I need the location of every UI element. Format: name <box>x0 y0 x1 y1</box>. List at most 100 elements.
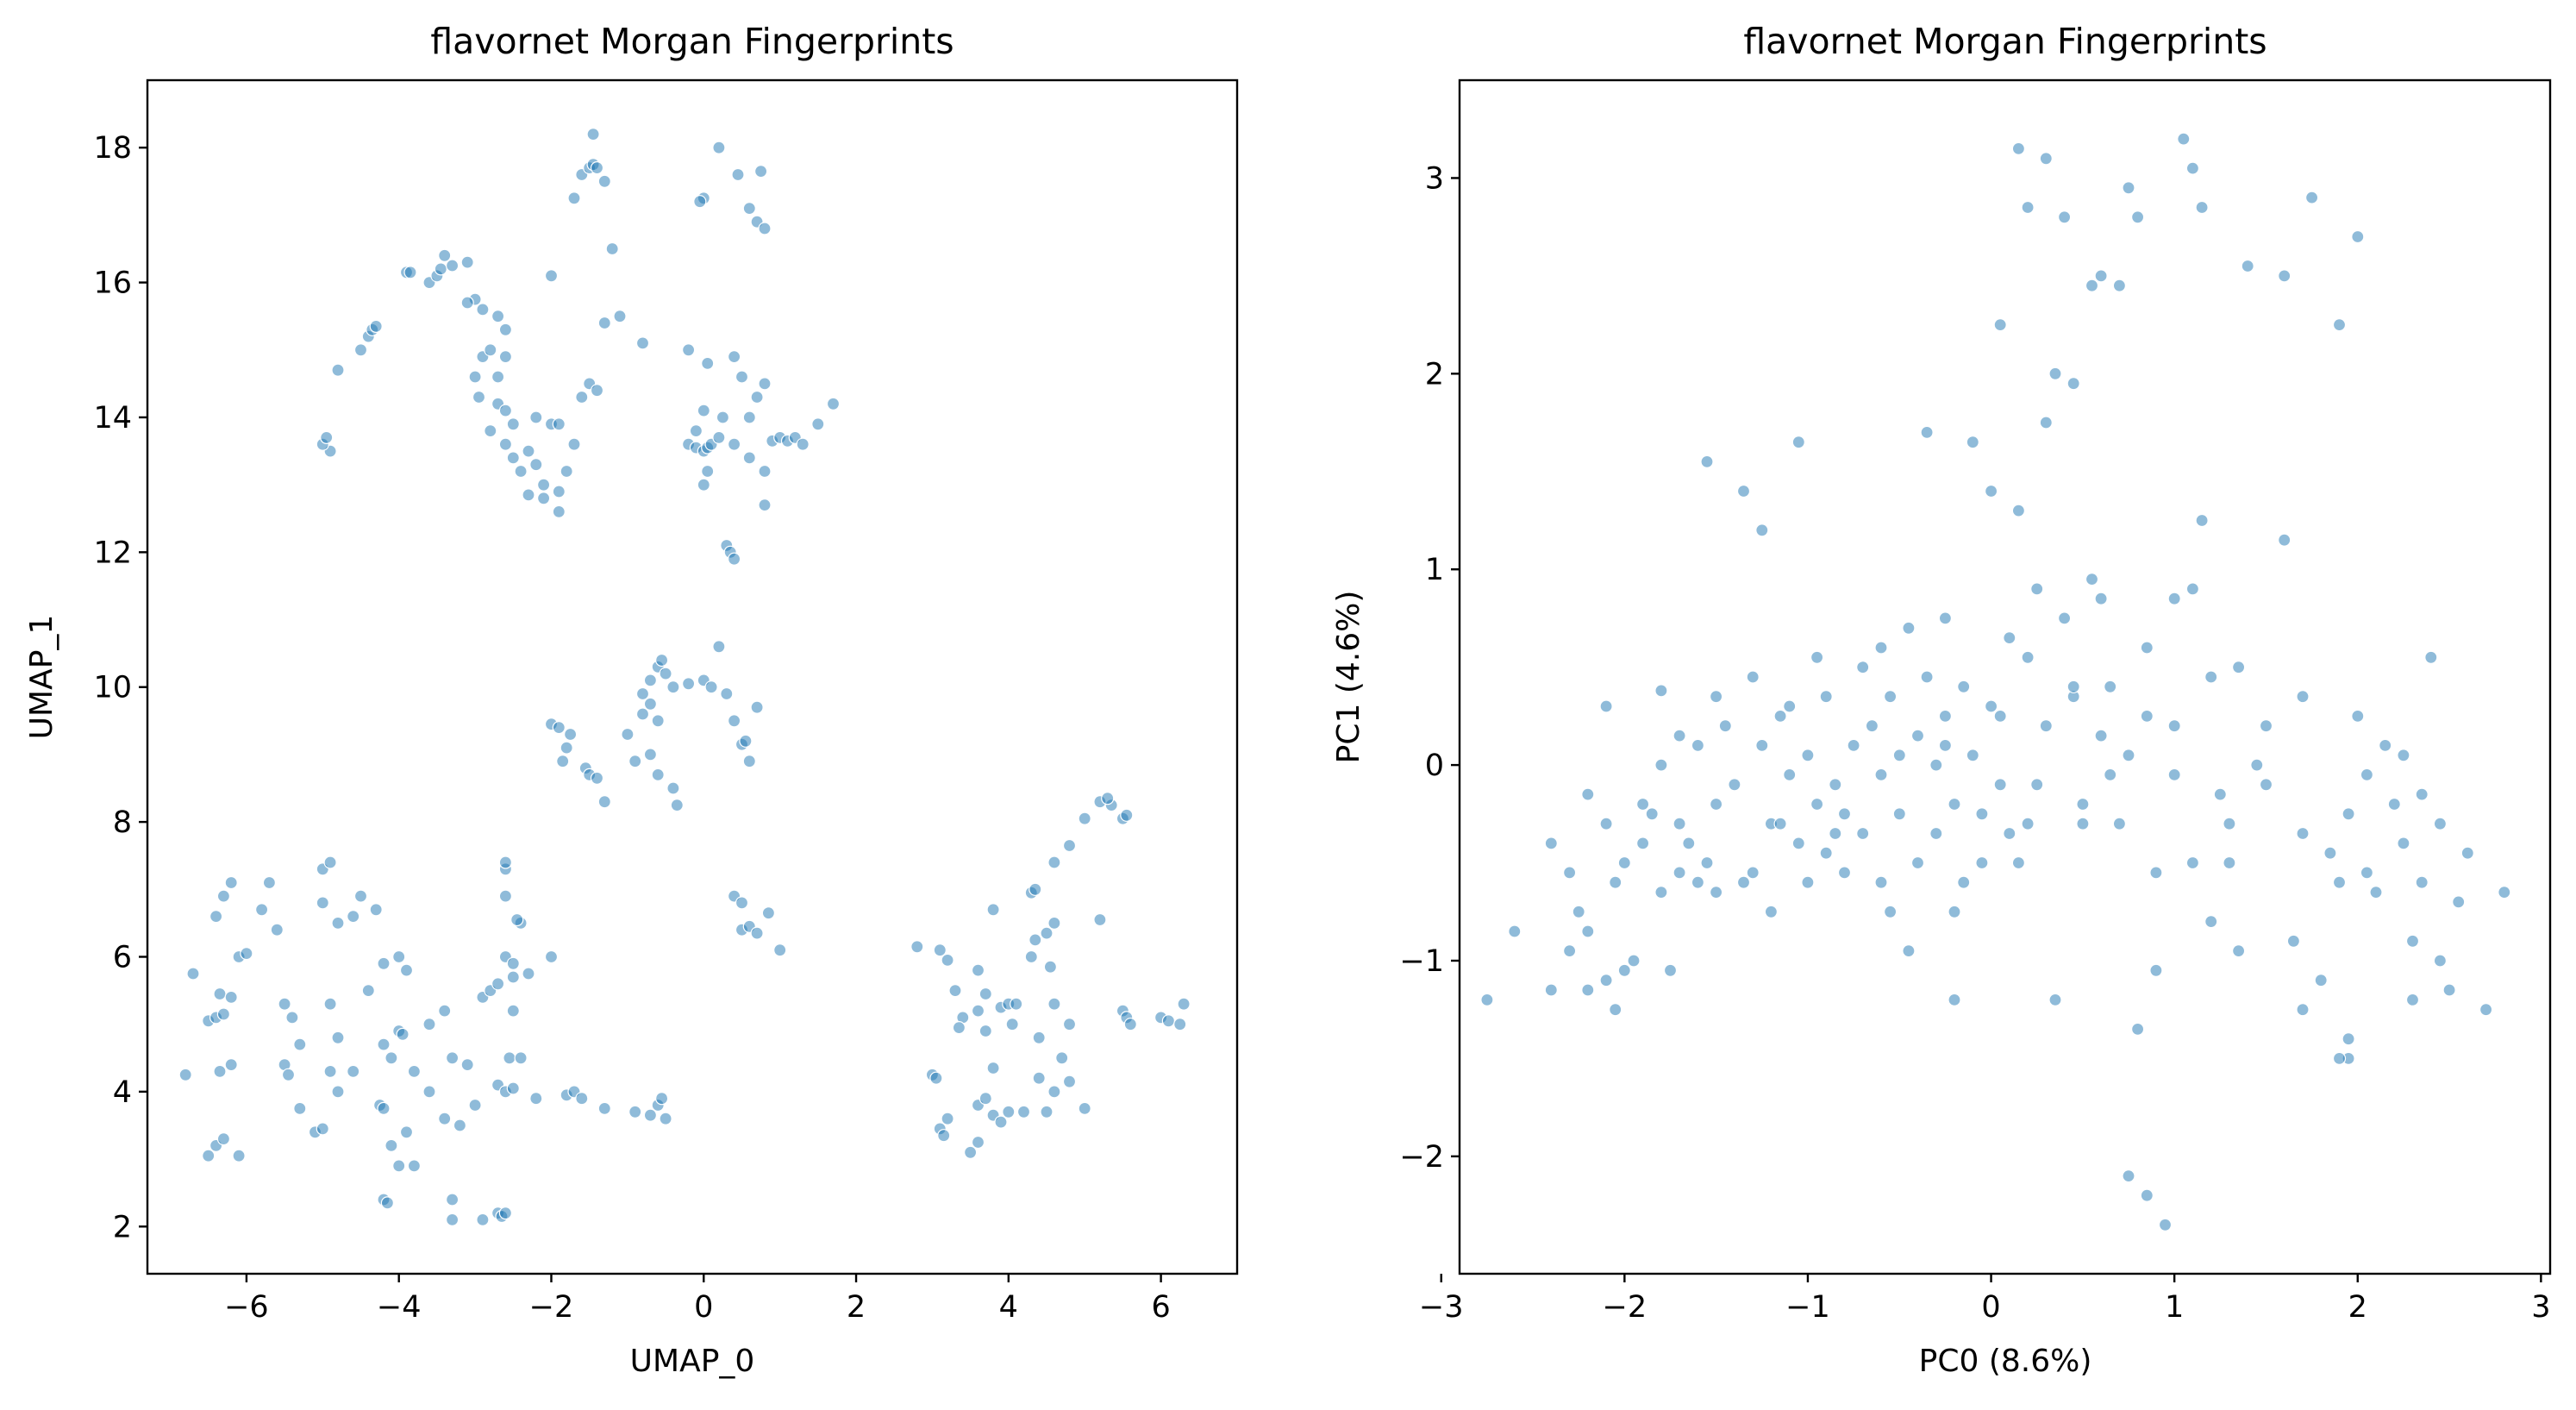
data-point <box>1029 933 1042 947</box>
data-point <box>2094 592 2108 605</box>
data-point <box>1010 997 1023 1011</box>
data-point <box>240 946 253 961</box>
data-point <box>506 970 520 984</box>
data-point <box>811 417 825 431</box>
data-point <box>712 430 726 444</box>
data-point <box>1609 875 1623 889</box>
umap-scatter-panel: flavornet Morgan Fingerprints −6 −4 −2 0 2 4 6… <box>24 21 1239 1379</box>
data-point <box>2048 367 2062 380</box>
data-point <box>979 987 992 1001</box>
data-point <box>2286 934 2300 948</box>
data-point <box>552 417 566 431</box>
data-point <box>514 1051 528 1065</box>
y-tick-label: 3 <box>1425 161 1444 196</box>
data-point <box>213 987 227 1001</box>
data-point <box>1948 797 1961 812</box>
data-point <box>1938 738 1952 753</box>
data-point <box>654 1092 669 1106</box>
data-point <box>178 1068 192 1081</box>
data-point <box>491 370 505 384</box>
data-point <box>347 1064 360 1079</box>
data-point <box>2204 914 2218 929</box>
data-point <box>2433 817 2447 830</box>
data-point <box>529 458 543 472</box>
data-point <box>460 255 474 269</box>
data-point <box>1120 808 1134 822</box>
data-point <box>460 296 474 310</box>
data-point <box>941 1112 954 1125</box>
data-point <box>2185 855 2199 870</box>
x-tick-label: 1 <box>2165 1290 2184 1325</box>
data-point <box>758 464 772 479</box>
data-point <box>2332 875 2347 889</box>
y-tick-label: 6 <box>113 940 132 974</box>
data-point <box>2405 934 2420 948</box>
data-point <box>445 1213 460 1227</box>
data-point <box>2185 582 2199 596</box>
data-point <box>597 1101 611 1116</box>
data-point <box>369 903 383 917</box>
data-point <box>597 316 611 330</box>
data-point <box>2104 768 2117 782</box>
data-point <box>735 896 749 910</box>
data-point <box>2259 778 2273 792</box>
data-point <box>628 755 642 768</box>
data-point <box>1948 993 1961 1007</box>
data-point <box>1884 690 1898 704</box>
data-point <box>1040 926 1054 940</box>
axes-frame <box>146 78 1239 1275</box>
data-point <box>1029 882 1042 896</box>
data-point <box>232 1149 246 1162</box>
data-point <box>1047 997 1061 1011</box>
data-point <box>971 1135 985 1150</box>
data-point <box>2076 797 2090 812</box>
data-point <box>1764 905 1778 918</box>
data-point <box>281 1068 296 1081</box>
x-tick-label: 6 <box>1151 1290 1170 1325</box>
data-point <box>498 1206 513 1220</box>
data-point <box>320 430 334 444</box>
data-point <box>323 855 337 869</box>
data-point <box>971 963 985 977</box>
data-point <box>670 798 684 812</box>
y-tick-label: 18 <box>93 131 132 166</box>
data-point <box>385 1138 398 1153</box>
data-point <box>2131 1022 2145 1037</box>
data-point <box>2140 1188 2154 1202</box>
data-point <box>750 390 764 404</box>
data-point <box>460 1057 474 1072</box>
data-point <box>278 997 291 1011</box>
data-point <box>2140 641 2154 655</box>
data-point <box>445 1051 460 1065</box>
data-point <box>2498 885 2511 899</box>
data-point <box>2085 279 2099 292</box>
data-point <box>1892 807 1906 821</box>
data-point <box>635 707 650 721</box>
data-point <box>1562 866 1577 880</box>
data-point <box>1062 838 1077 853</box>
y-tick-label: 2 <box>113 1210 132 1244</box>
data-point <box>1562 943 1577 958</box>
data-point <box>1985 699 1998 713</box>
data-point <box>316 1122 329 1136</box>
data-point <box>1047 855 1061 869</box>
data-point <box>1581 983 1595 997</box>
data-point <box>826 397 841 410</box>
data-point <box>2195 200 2209 215</box>
data-point <box>643 697 658 711</box>
data-point <box>498 437 513 451</box>
y-tick-label: 2 <box>1425 357 1444 392</box>
data-point <box>742 755 756 768</box>
data-point <box>323 997 337 1011</box>
data-point <box>586 128 600 141</box>
data-point <box>2460 846 2474 860</box>
data-point <box>742 410 756 424</box>
data-point <box>1874 875 1888 889</box>
data-point <box>2011 504 2025 517</box>
data-point <box>2011 141 2025 155</box>
data-point <box>2296 690 2310 704</box>
data-point <box>2442 983 2456 997</box>
data-point <box>590 384 604 398</box>
data-point <box>753 165 768 179</box>
